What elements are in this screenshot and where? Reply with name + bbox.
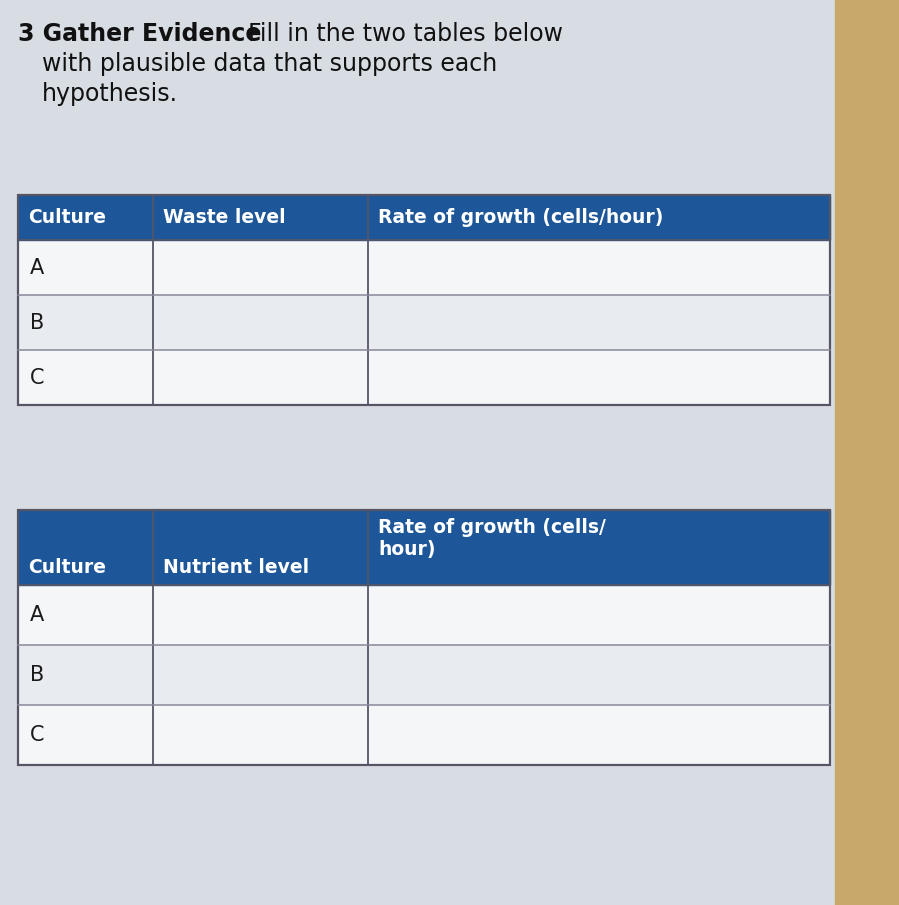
Text: Nutrient level: Nutrient level — [163, 558, 309, 577]
Bar — [18, 240, 830, 295]
Text: C: C — [30, 725, 44, 745]
Text: Culture: Culture — [28, 208, 106, 227]
Text: B: B — [30, 665, 44, 685]
Text: Rate of growth (cells/hour): Rate of growth (cells/hour) — [378, 208, 663, 227]
Text: 3 Gather Evidence: 3 Gather Evidence — [18, 22, 262, 46]
Bar — [18, 350, 830, 405]
Text: A: A — [30, 258, 44, 278]
Bar — [835, 0, 899, 905]
Text: Culture: Culture — [28, 558, 106, 577]
Text: C: C — [30, 367, 44, 387]
Text: Waste level: Waste level — [163, 208, 286, 227]
Text: B: B — [30, 312, 44, 332]
Bar — [18, 705, 830, 765]
Bar — [18, 195, 830, 240]
Text: hypothesis.: hypothesis. — [42, 82, 178, 106]
Text: Rate of growth (cells/: Rate of growth (cells/ — [378, 518, 606, 537]
Bar — [18, 510, 830, 585]
Text: with plausible data that supports each: with plausible data that supports each — [42, 52, 497, 76]
Text: Fill in the two tables below: Fill in the two tables below — [248, 22, 563, 46]
Bar — [18, 295, 830, 350]
Bar — [18, 645, 830, 705]
Bar — [18, 585, 830, 645]
Text: A: A — [30, 605, 44, 625]
Text: hour): hour) — [378, 540, 435, 559]
Bar — [18, 195, 830, 405]
Bar — [18, 510, 830, 765]
